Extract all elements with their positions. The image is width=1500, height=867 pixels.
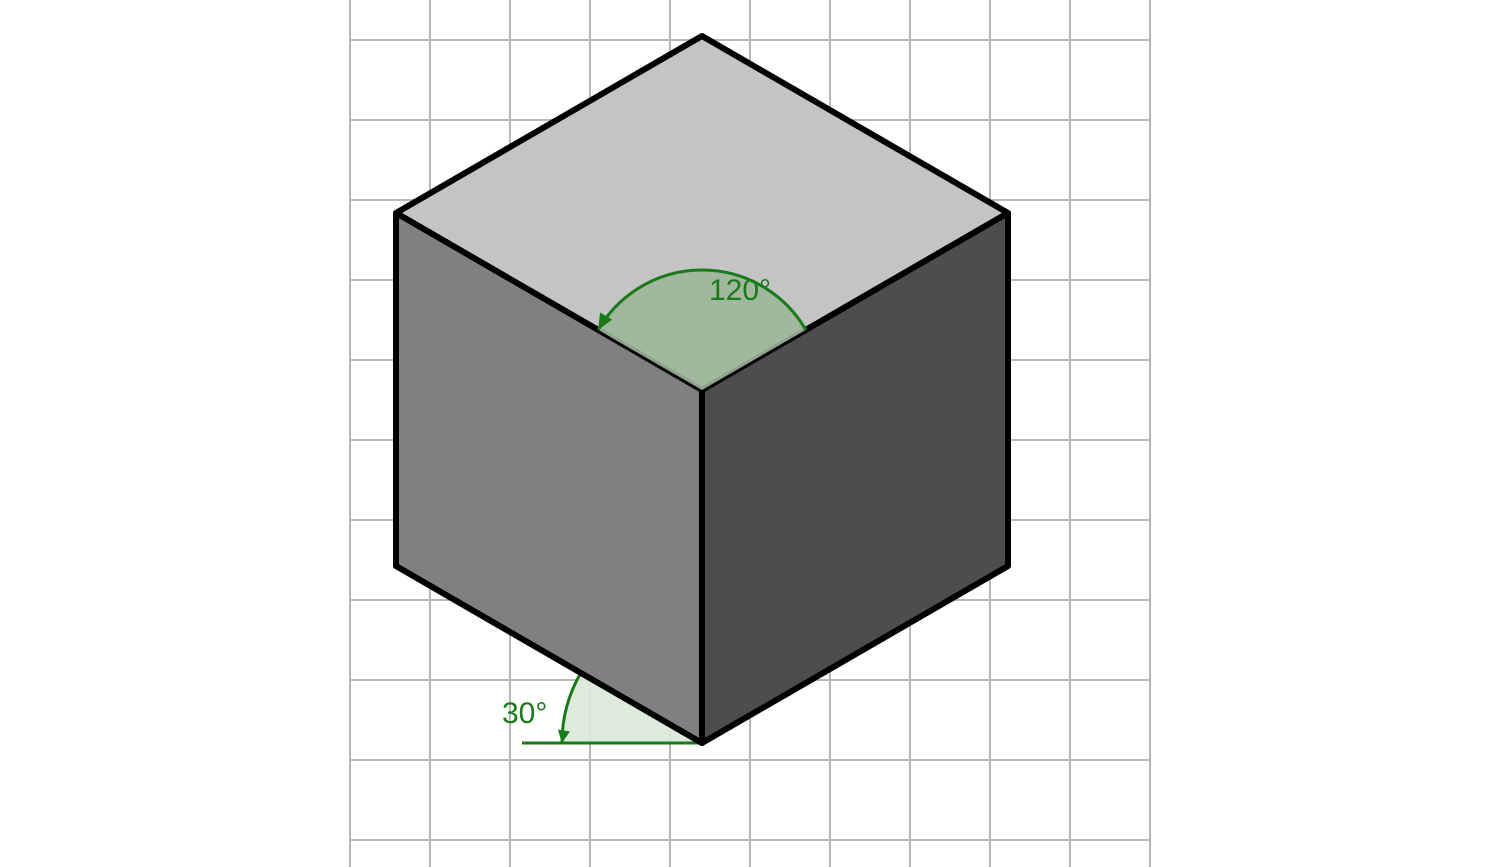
angle-30-label: 30° [502,697,547,730]
isometric-cube-diagram: 30° 120° [0,0,1500,867]
angle-120-label: 120° [709,274,771,307]
diagram-stage: 30° 120° [0,0,1500,867]
